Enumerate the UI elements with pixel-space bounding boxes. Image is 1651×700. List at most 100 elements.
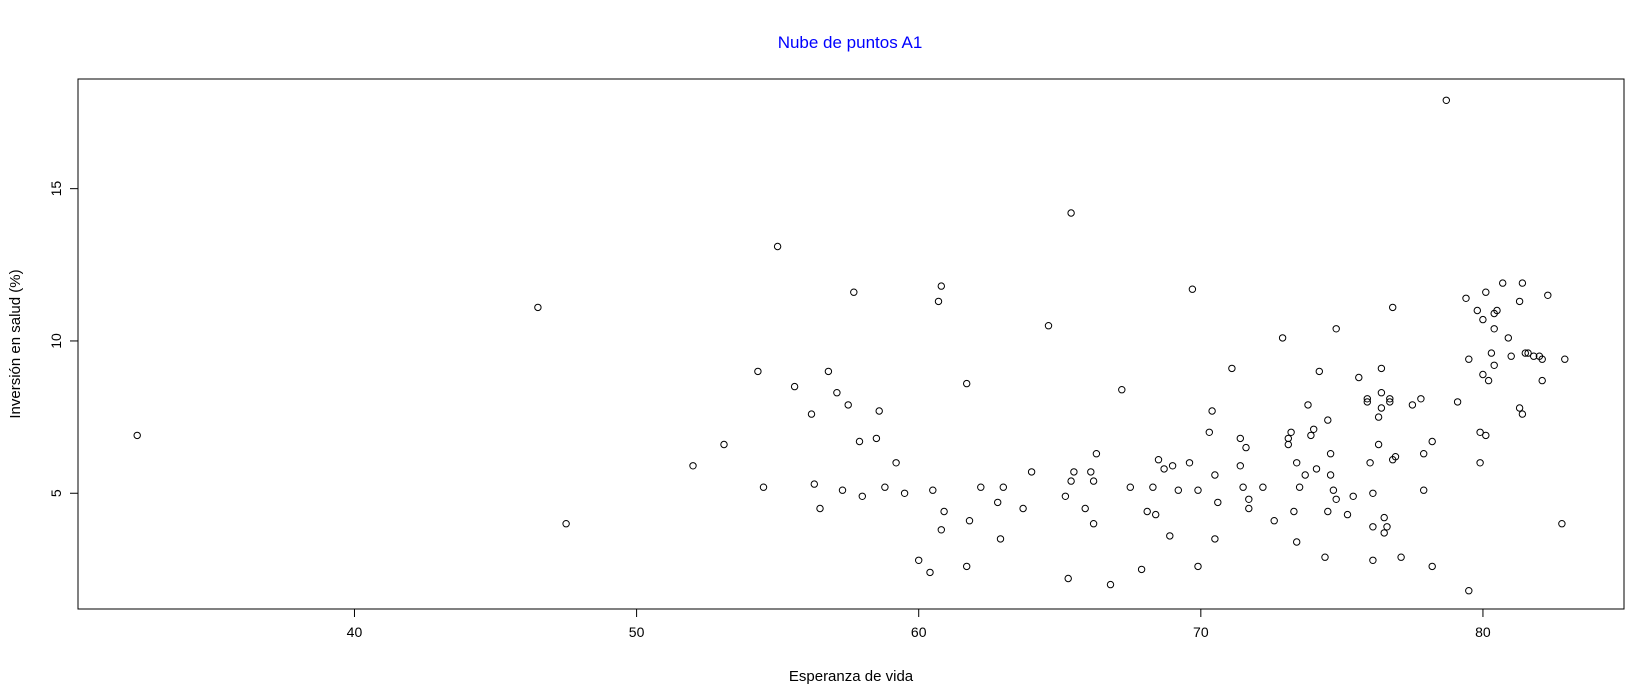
data-point bbox=[1408, 401, 1417, 409]
data-point bbox=[1310, 425, 1318, 433]
data-point bbox=[1287, 428, 1295, 436]
data-point bbox=[1106, 580, 1115, 589]
data-point bbox=[1377, 364, 1386, 373]
data-point bbox=[1194, 486, 1202, 494]
data-point bbox=[1518, 279, 1527, 287]
data-point bbox=[1061, 492, 1070, 500]
data-point bbox=[1168, 462, 1177, 470]
data-point bbox=[1561, 355, 1569, 363]
data-point bbox=[1558, 520, 1566, 528]
data-point bbox=[1487, 349, 1496, 357]
y-tick-label: 10 bbox=[48, 333, 64, 349]
data-point bbox=[1490, 361, 1498, 369]
data-point bbox=[1442, 96, 1451, 105]
x-tick-label: 50 bbox=[629, 624, 645, 640]
data-point bbox=[1518, 410, 1527, 418]
data-point bbox=[1185, 459, 1194, 467]
data-point bbox=[534, 303, 542, 312]
data-point bbox=[810, 480, 818, 488]
data-point bbox=[1366, 459, 1374, 467]
data-point bbox=[1363, 398, 1372, 406]
data-point bbox=[1245, 495, 1253, 503]
data-point bbox=[1355, 373, 1363, 382]
data-point bbox=[1369, 489, 1377, 497]
data-point bbox=[1067, 209, 1075, 217]
data-point bbox=[1538, 376, 1546, 385]
x-axis: 40 50 60 70 80 bbox=[347, 609, 1491, 640]
data-point bbox=[1524, 349, 1532, 357]
data-point bbox=[1324, 416, 1332, 424]
data-point bbox=[1479, 315, 1487, 324]
data-point bbox=[1019, 504, 1027, 513]
data-point bbox=[1332, 495, 1340, 503]
data-point bbox=[1259, 483, 1267, 491]
data-point bbox=[1205, 428, 1214, 436]
data-point bbox=[1044, 322, 1053, 330]
data-point bbox=[1453, 398, 1462, 406]
data-points bbox=[133, 96, 1569, 595]
data-point bbox=[1386, 398, 1394, 406]
data-point bbox=[1312, 465, 1321, 473]
data-point bbox=[915, 556, 923, 564]
data-point bbox=[1174, 486, 1183, 494]
data-point bbox=[1482, 431, 1490, 440]
data-point bbox=[1386, 395, 1394, 403]
data-point bbox=[1293, 459, 1301, 467]
data-point bbox=[1374, 440, 1383, 449]
data-point bbox=[1284, 440, 1293, 449]
data-point bbox=[1380, 513, 1388, 522]
data-point bbox=[824, 367, 833, 376]
data-point bbox=[892, 459, 900, 467]
data-point bbox=[816, 504, 824, 513]
data-point bbox=[1476, 459, 1484, 467]
data-point bbox=[1473, 306, 1482, 315]
data-point bbox=[1369, 523, 1377, 531]
data-point bbox=[1507, 352, 1515, 360]
data-point bbox=[1490, 325, 1498, 333]
plot-frame bbox=[77, 78, 1625, 610]
data-point bbox=[965, 517, 974, 525]
data-point bbox=[1465, 355, 1473, 363]
data-point bbox=[844, 401, 852, 409]
data-point bbox=[689, 462, 697, 470]
data-point bbox=[1420, 486, 1428, 494]
data-point bbox=[996, 535, 1005, 543]
data-point bbox=[1324, 507, 1332, 516]
data-point bbox=[1092, 450, 1101, 458]
data-point bbox=[1290, 507, 1298, 516]
data-point bbox=[1538, 355, 1546, 363]
data-point bbox=[1143, 507, 1151, 516]
y-axis-label: Inversión en salud (%) bbox=[7, 269, 24, 418]
data-point bbox=[977, 483, 985, 491]
data-point bbox=[1304, 401, 1312, 409]
data-point bbox=[838, 486, 847, 494]
data-point bbox=[1476, 428, 1484, 436]
data-point bbox=[1521, 349, 1530, 357]
data-point bbox=[1211, 535, 1219, 543]
data-point bbox=[1493, 306, 1501, 315]
data-point bbox=[1397, 553, 1405, 561]
data-point bbox=[1064, 574, 1072, 583]
data-point bbox=[1118, 386, 1126, 394]
data-point bbox=[881, 483, 889, 491]
data-point bbox=[850, 288, 858, 296]
x-axis-label: Esperanza de vida bbox=[789, 668, 914, 685]
data-point bbox=[1530, 352, 1538, 360]
data-point bbox=[1420, 450, 1428, 458]
data-point bbox=[1081, 504, 1089, 513]
y-tick-label: 15 bbox=[48, 181, 64, 197]
x-tick-label: 60 bbox=[911, 624, 927, 640]
data-point bbox=[833, 389, 841, 397]
data-point bbox=[963, 379, 971, 388]
data-point bbox=[1089, 477, 1098, 485]
data-point bbox=[1515, 404, 1524, 412]
data-point bbox=[999, 483, 1007, 491]
data-point bbox=[1270, 517, 1278, 525]
data-point bbox=[1027, 468, 1036, 476]
x-tick-label: 70 bbox=[1193, 624, 1209, 640]
data-point bbox=[1374, 413, 1383, 421]
data-point bbox=[937, 526, 945, 534]
data-point bbox=[754, 367, 762, 376]
data-point bbox=[720, 440, 728, 449]
